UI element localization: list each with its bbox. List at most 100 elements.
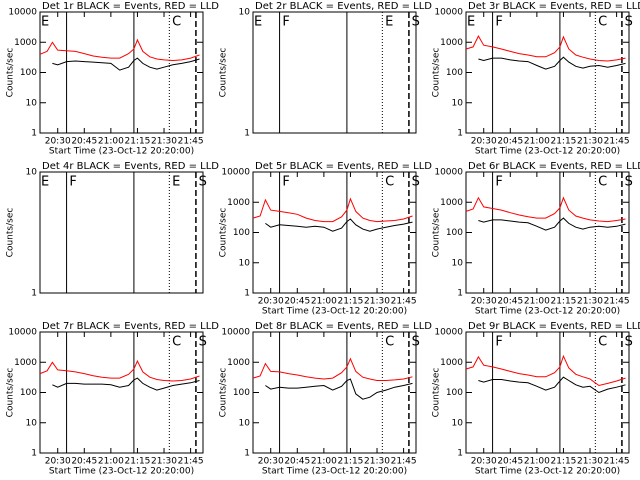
y-tick-label: 10000 bbox=[221, 328, 250, 338]
x-tick-label: 20:30 bbox=[258, 457, 284, 467]
y-tick-label: 10000 bbox=[221, 168, 250, 178]
x-axis-label: Start Time (23-Oct-12 20:20:00) bbox=[475, 467, 620, 477]
x-tick-label: 20:30 bbox=[471, 297, 497, 307]
x-tick-label: 20:30 bbox=[45, 457, 71, 467]
plot-frame bbox=[465, 331, 630, 454]
series-line bbox=[478, 376, 626, 394]
y-tick-label: 10000 bbox=[434, 328, 463, 338]
flag-annotation: E bbox=[172, 175, 180, 190]
series-line bbox=[478, 217, 626, 231]
flag-annotation: C bbox=[598, 175, 607, 190]
y-axis-label: Counts/sec bbox=[219, 208, 229, 258]
x-tick-label: 21:30 bbox=[364, 297, 390, 307]
x-tick-label: 21:00 bbox=[524, 137, 550, 147]
x-tick-label: 21:15 bbox=[550, 137, 576, 147]
y-tick-label: 10000 bbox=[8, 8, 37, 18]
series-line bbox=[52, 377, 200, 391]
y-axis-label: Counts/sec bbox=[432, 48, 442, 98]
flag-annotation: E bbox=[41, 175, 49, 190]
x-tick-label: 21:30 bbox=[577, 297, 603, 307]
x-tick-label: 20:45 bbox=[497, 457, 523, 467]
plot-frame bbox=[39, 331, 204, 454]
flag-annotation: S bbox=[412, 175, 420, 190]
y-tick-label: 1 bbox=[31, 449, 37, 459]
panel-title: Det 7r BLACK = Events, RED = LLD bbox=[42, 321, 219, 332]
y-tick-label: 100 bbox=[20, 388, 37, 398]
x-tick-label: 21:15 bbox=[337, 297, 363, 307]
plot-frame bbox=[465, 171, 630, 294]
y-tick-label: 1000 bbox=[14, 358, 37, 368]
panel-title: Det 6r BLACK = Events, RED = LLD bbox=[468, 161, 640, 172]
x-tick-label: 21:45 bbox=[604, 137, 630, 147]
x-tick-label: 20:45 bbox=[284, 297, 310, 307]
x-tick-label: 20:30 bbox=[45, 137, 71, 147]
y-tick-label: 1000 bbox=[14, 38, 37, 48]
x-axis-label: Start Time (23-Oct-12 20:20:00) bbox=[49, 467, 194, 477]
flag-annotation: E bbox=[467, 15, 475, 30]
x-tick-label: 21:15 bbox=[337, 457, 363, 467]
x-tick-label: 21:30 bbox=[364, 457, 390, 467]
x-axis-label: Start Time (23-Oct-12 20:20:00) bbox=[49, 147, 194, 157]
x-tick-label: 21:00 bbox=[98, 137, 124, 147]
y-tick-label: 1 bbox=[31, 129, 37, 139]
flag-annotation: F bbox=[282, 175, 289, 190]
flag-annotation: C bbox=[172, 335, 181, 350]
panel-title: Det 5r BLACK = Events, RED = LLD bbox=[255, 161, 432, 172]
x-tick-label: 21:30 bbox=[577, 137, 603, 147]
series-line bbox=[465, 196, 626, 223]
y-tick-label: 100 bbox=[20, 68, 37, 78]
y-tick-label: 100 bbox=[446, 228, 463, 238]
y-tick-label: 10 bbox=[239, 8, 251, 18]
flag-annotation: F bbox=[69, 175, 76, 190]
flag-annotation: F bbox=[282, 15, 289, 30]
y-tick-label: 1 bbox=[244, 289, 250, 299]
y-tick-label: 1000 bbox=[440, 38, 463, 48]
x-axis-label: Start Time (23-Oct-12 20:20:00) bbox=[262, 467, 407, 477]
x-tick-label: 20:30 bbox=[471, 457, 497, 467]
series-line bbox=[465, 35, 626, 62]
flag-annotation: F bbox=[495, 175, 502, 190]
y-tick-label: 1 bbox=[457, 289, 463, 299]
flag-annotation: S bbox=[625, 15, 633, 30]
y-tick-label: 1 bbox=[244, 449, 250, 459]
flag-annotation: E bbox=[254, 15, 262, 30]
flag-annotation: C bbox=[598, 335, 607, 350]
x-tick-label: 21:15 bbox=[550, 297, 576, 307]
flag-annotation: S bbox=[625, 335, 633, 350]
flag-annotation: C bbox=[172, 15, 181, 30]
y-axis-label: Counts/sec bbox=[219, 368, 229, 418]
y-axis-label: Counts/sec bbox=[219, 48, 229, 98]
panel-title: Det 2r BLACK = Events, RED = LLD bbox=[255, 1, 432, 12]
flag-annotation: S bbox=[625, 175, 633, 190]
flag-annotation: E bbox=[385, 15, 393, 30]
x-tick-label: 21:30 bbox=[577, 457, 603, 467]
series-line bbox=[52, 57, 200, 71]
plot-frame bbox=[252, 331, 417, 454]
y-tick-label: 1 bbox=[244, 129, 250, 139]
y-axis-label: Counts/sec bbox=[6, 208, 16, 258]
y-tick-label: 10000 bbox=[434, 168, 463, 178]
panel-title: Det 1r BLACK = Events, RED = LLD bbox=[42, 1, 219, 12]
panel-title: Det 3r BLACK = Events, RED = LLD bbox=[468, 1, 640, 12]
x-tick-label: 21:00 bbox=[98, 457, 124, 467]
flag-annotation: S bbox=[199, 335, 207, 350]
x-tick-label: 21:45 bbox=[391, 297, 417, 307]
plot-frame bbox=[252, 171, 417, 294]
y-tick-label: 100 bbox=[446, 388, 463, 398]
x-axis-label: Start Time (23-Oct-12 20:20:00) bbox=[262, 307, 407, 317]
x-tick-label: 20:45 bbox=[71, 457, 97, 467]
y-tick-label: 10 bbox=[452, 418, 464, 428]
x-tick-label: 20:45 bbox=[71, 137, 97, 147]
series-line bbox=[265, 218, 413, 232]
x-axis-label: Start Time (23-Oct-12 20:20:00) bbox=[475, 307, 620, 317]
y-tick-label: 10 bbox=[26, 98, 38, 108]
flag-annotation: F bbox=[495, 335, 502, 350]
flag-annotation: E bbox=[41, 15, 49, 30]
plot-frame bbox=[252, 11, 417, 134]
panel-title: Det 8r BLACK = Events, RED = LLD bbox=[255, 321, 432, 332]
y-tick-label: 1000 bbox=[227, 198, 250, 208]
x-tick-label: 20:45 bbox=[497, 297, 523, 307]
y-tick-label: 10 bbox=[452, 258, 464, 268]
y-axis-label: Counts/sec bbox=[6, 368, 16, 418]
x-tick-label: 21:00 bbox=[524, 457, 550, 467]
